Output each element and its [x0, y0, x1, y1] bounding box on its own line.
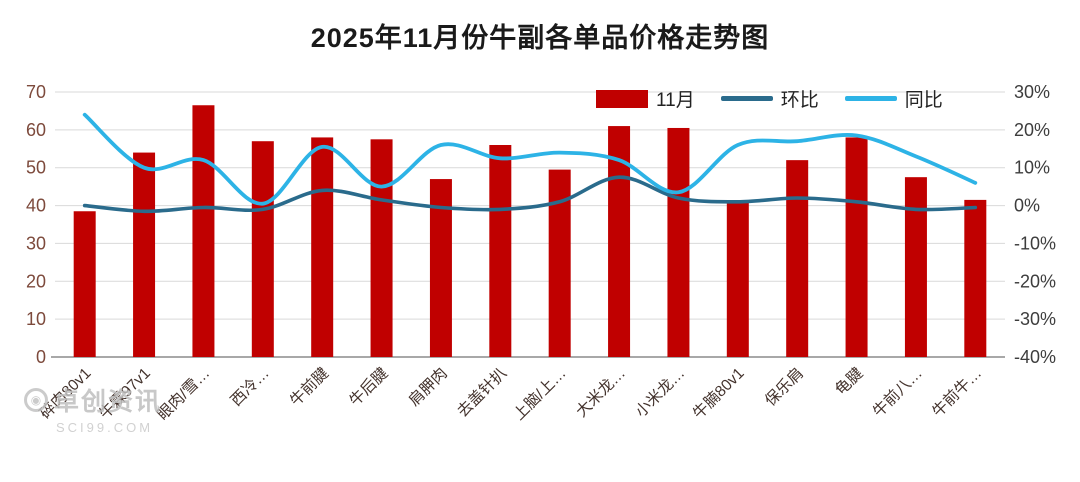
- legend: 11月 环比 同比: [596, 85, 943, 112]
- bar: [548, 169, 571, 357]
- bar: [667, 127, 690, 357]
- bar-swatch-icon: [596, 89, 648, 108]
- bar: [608, 126, 631, 357]
- x-axis-category-label: 上脑/上…: [510, 364, 570, 424]
- left-axis-tick-label: 10: [26, 309, 46, 329]
- bar: [726, 201, 749, 357]
- x-axis-category-label: 牛前八…: [869, 364, 926, 421]
- legend-label-mom: 环比: [780, 90, 819, 111]
- watermark: ◉ 卓创资讯 SCI99.COM: [24, 382, 162, 435]
- legend-label-yoy: 同比: [904, 90, 943, 111]
- left-axis-tick-label: 20: [26, 271, 46, 291]
- bar: [133, 152, 156, 357]
- bar: [786, 160, 809, 357]
- left-axis-tick-label: 30: [26, 233, 46, 253]
- mom-line: [82, 175, 978, 214]
- bar: [845, 137, 868, 357]
- x-axis-category-label: 牛前牛…: [929, 364, 986, 421]
- left-axis-tick-label: 50: [26, 158, 46, 178]
- x-axis-category-label: 去盖针扒: [454, 364, 511, 421]
- yoy-line-swatch-icon: [844, 96, 897, 101]
- right-axis-tick-label: -40%: [1014, 347, 1056, 367]
- legend-item-november: 11月: [596, 85, 695, 112]
- right-axis-tick-label: 20%: [1014, 120, 1050, 140]
- x-axis-category-label: 牛前腱: [286, 364, 332, 410]
- yoy-line: [82, 112, 978, 206]
- left-axis-tick-label: 60: [26, 120, 46, 140]
- x-axis-category-label: 西冷…: [227, 364, 273, 410]
- right-axis-tick-label: 30%: [1014, 82, 1050, 102]
- bar: [964, 199, 987, 357]
- x-axis-category-label: 牛后腱: [346, 364, 392, 410]
- watermark-name: 卓创资讯: [54, 388, 163, 416]
- bar: [311, 137, 334, 357]
- x-axis-category-label: 保乐肩: [761, 364, 807, 410]
- left-axis-tick-label: 0: [36, 347, 46, 367]
- chart-title: 2025年11月份牛副各单品价格走势图: [310, 23, 770, 53]
- right-axis-tick-label: -20%: [1014, 271, 1056, 291]
- sci-logo-icon: ◉: [24, 388, 48, 412]
- x-axis-category-label: 小米龙…: [632, 364, 689, 421]
- mom-line-swatch-icon: [720, 96, 773, 101]
- legend-item-mom: 环比: [720, 85, 819, 112]
- bar: [251, 141, 274, 357]
- bar: [73, 211, 96, 357]
- bar: [489, 145, 512, 357]
- bar: [370, 139, 393, 357]
- bar: [192, 105, 215, 357]
- x-axis-category-label: 龟腱: [832, 364, 867, 399]
- watermark-site: SCI99.COM: [56, 420, 154, 435]
- left-axis-tick-label: 70: [26, 82, 46, 102]
- bar: [904, 177, 927, 357]
- x-axis-category-label: 眼肉/雪…: [154, 364, 214, 424]
- legend-item-yoy: 同比: [844, 85, 943, 112]
- right-axis-tick-label: -30%: [1014, 309, 1056, 329]
- right-axis-tick-label: 10%: [1014, 158, 1050, 178]
- right-axis-tick-label: 0%: [1014, 196, 1040, 216]
- right-axis-tick-label: -10%: [1014, 233, 1056, 253]
- legend-label-november: 11月: [656, 90, 695, 111]
- bar: [429, 179, 452, 357]
- x-axis-category-label: 肩胛肉: [405, 364, 451, 410]
- x-axis-category-label: 牛腩80v1: [689, 364, 747, 422]
- left-axis-tick-label: 40: [26, 196, 46, 216]
- x-axis-category-label: 大米龙…: [572, 364, 629, 421]
